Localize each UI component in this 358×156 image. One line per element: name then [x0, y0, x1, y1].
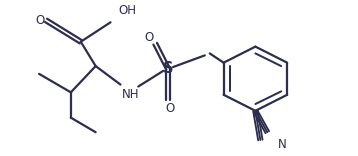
- Text: O: O: [144, 31, 153, 44]
- Text: OH: OH: [118, 4, 136, 17]
- Text: S: S: [163, 61, 173, 76]
- Text: O: O: [165, 102, 175, 115]
- Text: N: N: [278, 138, 287, 151]
- Text: NH: NH: [122, 88, 139, 101]
- Text: O: O: [36, 14, 45, 27]
